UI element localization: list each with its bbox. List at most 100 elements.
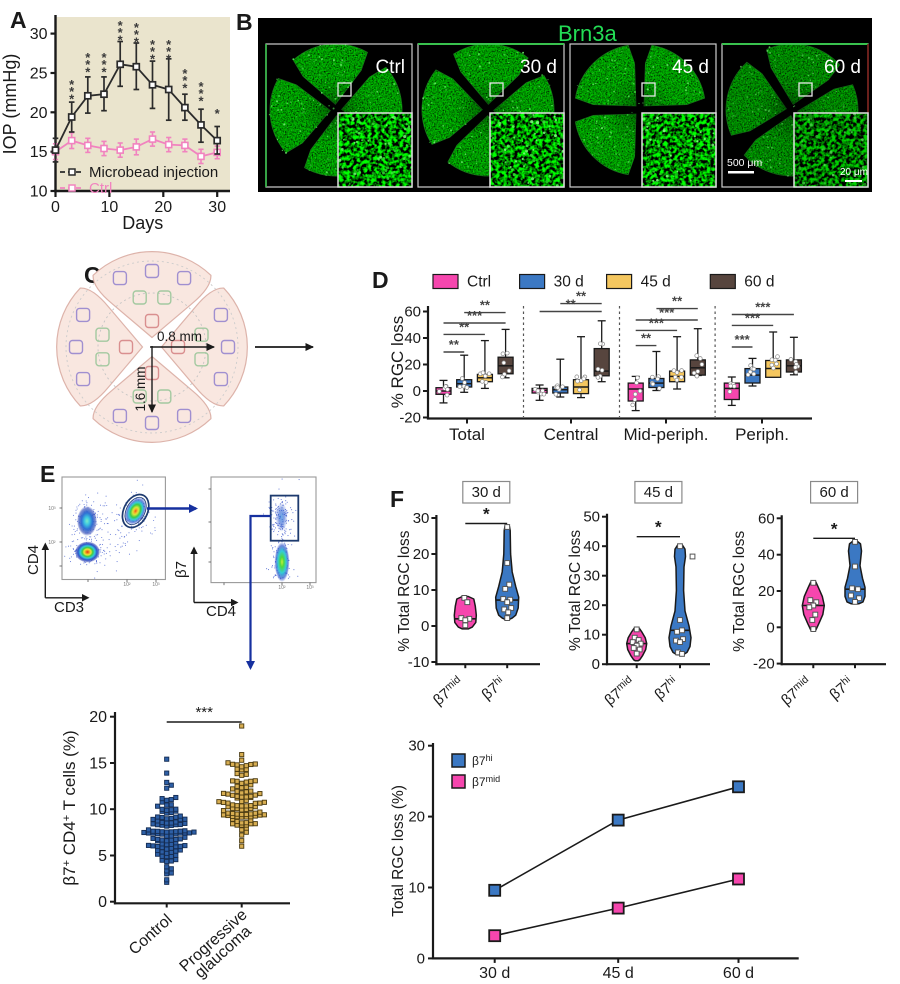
svg-text:*: * [198,79,204,94]
svg-text:*: * [182,80,188,95]
svg-text:10³: 10³ [152,582,160,588]
svg-text:*: * [166,37,172,52]
svg-text:10: 10 [413,582,430,599]
svg-text:*: * [134,34,140,49]
svg-text:10: 10 [583,627,600,644]
svg-text:500 μm: 500 μm [727,157,762,169]
svg-text:**: ** [480,298,491,313]
svg-text:*: * [101,64,107,79]
svg-text:-20: -20 [399,410,421,427]
svg-text:E: E [40,461,55,487]
svg-text:Periph.: Periph. [735,425,789,444]
svg-text:Brn3a: Brn3a [558,21,617,46]
svg-text:30 d: 30 d [520,57,557,78]
svg-text:10²: 10² [123,582,131,588]
svg-text:0: 0 [413,383,421,400]
svg-text:CD3: CD3 [54,599,84,616]
svg-text:Central: Central [544,425,599,444]
svg-text:***: *** [467,308,483,323]
svg-text:% Total RGC loss: % Total RGC loss [396,530,413,651]
svg-text:30: 30 [413,510,430,527]
svg-text:20 μm: 20 μm [840,167,868,178]
svg-text:60: 60 [758,510,775,527]
svg-text:***: *** [735,332,751,347]
svg-text:30: 30 [208,199,226,216]
svg-text:40: 40 [583,538,600,555]
svg-text:CD4: CD4 [206,603,236,620]
svg-text:30 d: 30 d [554,274,584,291]
svg-text:60 d: 60 d [824,57,861,78]
svg-text:0: 0 [592,656,600,673]
svg-text:Days: Days [122,213,163,233]
svg-text:β7: β7 [173,561,190,578]
svg-text:40: 40 [404,330,421,347]
svg-text:15: 15 [30,144,48,161]
svg-text:0.8 mm: 0.8 mm [157,329,202,344]
svg-text:5: 5 [98,848,107,865]
svg-text:25: 25 [30,65,48,82]
svg-text:60 d: 60 d [820,484,849,501]
svg-text:20: 20 [583,597,600,614]
svg-text:60 d: 60 d [723,965,754,982]
svg-text:*: * [118,18,124,33]
svg-text:50: 50 [583,509,600,526]
svg-text:20: 20 [408,809,425,826]
svg-text:*: * [85,50,91,65]
svg-text:0: 0 [98,894,107,911]
svg-text:Ctrl: Ctrl [467,274,491,291]
svg-text:Ctrl: Ctrl [89,180,112,197]
svg-text:*: * [483,505,490,524]
svg-text:F: F [390,486,404,512]
svg-text:45 d: 45 d [603,965,634,982]
svg-text:*: * [69,84,75,99]
svg-text:B: B [236,9,253,35]
svg-text:60: 60 [404,304,421,321]
svg-text:*: * [182,73,188,88]
svg-text:β7+ CD4+ T cells (%): β7+ CD4+ T cells (%) [60,730,79,885]
svg-text:% RGC loss: % RGC loss [388,316,407,409]
svg-text:10³: 10³ [48,506,56,512]
svg-text:*: * [182,66,188,81]
svg-text:0: 0 [421,618,429,635]
svg-text:0: 0 [51,199,60,216]
svg-text:10: 10 [89,802,107,819]
svg-text:10: 10 [30,184,48,201]
svg-text:*: * [134,20,140,35]
svg-text:*: * [85,64,91,79]
svg-text:**: ** [672,294,683,309]
svg-text:**: ** [459,319,470,334]
svg-text:*: * [166,51,172,66]
svg-text:*: * [101,50,107,65]
svg-text:*: * [198,86,204,101]
svg-text:*: * [69,91,75,106]
svg-text:***: *** [755,300,771,315]
svg-text:-10: -10 [408,654,430,671]
svg-text:IOP (mmHg): IOP (mmHg) [0,54,20,155]
svg-text:% Total RGC loss: % Total RGC loss [567,530,584,651]
svg-text:***: *** [195,704,213,721]
svg-text:*: * [655,518,662,537]
svg-text:*: * [85,57,91,72]
svg-text:*: * [69,77,75,92]
svg-text:**: ** [449,337,460,352]
svg-text:40: 40 [758,547,775,564]
svg-text:45 d: 45 d [644,484,673,501]
svg-text:-20: -20 [753,656,775,673]
svg-text:15: 15 [89,755,107,772]
svg-text:Ctrl: Ctrl [375,57,405,78]
svg-text:20: 20 [89,709,107,726]
svg-text:1.6 mm: 1.6 mm [133,366,148,411]
svg-text:30: 30 [408,738,425,755]
svg-text:Total: Total [449,425,485,444]
svg-text:60 d: 60 d [744,274,774,291]
svg-text:*: * [150,37,156,52]
svg-text:Microbead injection: Microbead injection [89,164,218,181]
svg-text:20: 20 [154,199,172,216]
svg-text:*: * [118,25,124,40]
svg-text:20: 20 [30,105,48,122]
svg-text:0: 0 [417,950,425,967]
svg-text:10²: 10² [278,585,286,591]
svg-text:0: 0 [766,619,774,636]
svg-text:30 d: 30 d [479,965,510,982]
svg-text:30 d: 30 d [472,484,501,501]
